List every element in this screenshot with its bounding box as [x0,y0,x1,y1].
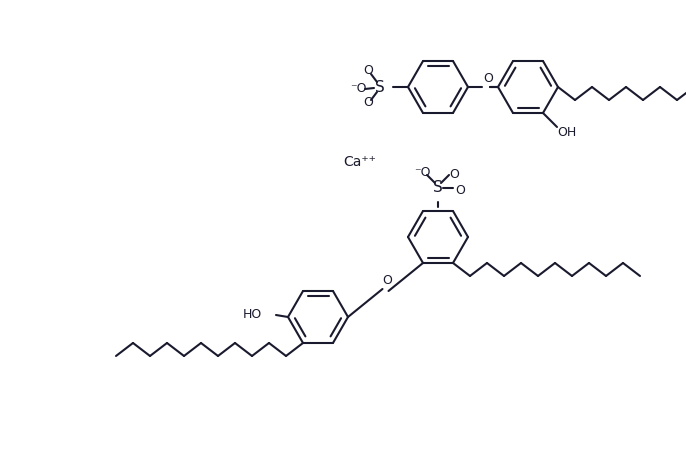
Text: OH: OH [557,127,577,139]
Text: O: O [383,275,392,287]
Text: S: S [375,80,385,95]
Text: O: O [483,73,493,85]
Text: O: O [363,96,373,110]
Text: ⁻O: ⁻O [414,165,430,179]
Text: O: O [455,184,465,197]
Text: ⁻O: ⁻O [350,83,366,96]
Text: S: S [433,181,443,196]
Text: O: O [363,64,373,78]
Text: Ca⁺⁺: Ca⁺⁺ [344,155,377,169]
Text: HO: HO [243,308,262,322]
Text: O: O [449,168,459,181]
